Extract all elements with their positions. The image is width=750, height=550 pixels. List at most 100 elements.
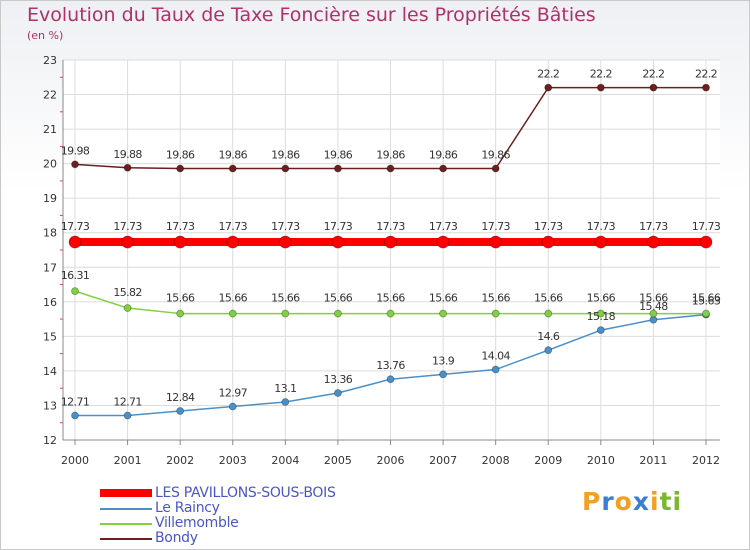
data-point-le-raincy bbox=[281, 398, 290, 406]
x-tick-label: 2011 bbox=[639, 454, 667, 467]
data-label-les-pavillons-sous-bois: 17.73 bbox=[639, 220, 668, 233]
data-label-les-pavillons-sous-bois: 17.73 bbox=[534, 220, 563, 233]
data-point-villemomble bbox=[702, 309, 710, 318]
data-point-les-pavillons-sous-bois bbox=[594, 235, 608, 249]
y-tick-label: 16 bbox=[43, 296, 57, 309]
data-point-villemomble bbox=[228, 309, 237, 318]
data-point-bondy bbox=[71, 160, 79, 169]
data-point-villemomble bbox=[439, 309, 447, 318]
x-tick-label: 2001 bbox=[114, 454, 142, 467]
data-point-les-pavillons-sous-bois bbox=[436, 235, 450, 249]
data-label-villemomble: 15.66 bbox=[692, 292, 721, 305]
plot-area bbox=[63, 60, 720, 440]
y-tick-label: 23 bbox=[43, 54, 57, 67]
data-label-le-raincy: 12.84 bbox=[166, 391, 195, 404]
data-point-villemomble bbox=[176, 309, 185, 318]
logo-letter: P bbox=[582, 487, 602, 516]
data-point-bondy bbox=[281, 164, 290, 173]
data-point-villemomble bbox=[544, 309, 553, 318]
data-label-le-raincy: 14.04 bbox=[481, 350, 510, 363]
data-point-les-pavillons-sous-bois bbox=[278, 235, 292, 249]
data-point-villemomble bbox=[491, 309, 500, 318]
data-point-les-pavillons-sous-bois bbox=[331, 235, 345, 249]
data-label-villemomble: 15.66 bbox=[271, 292, 300, 305]
data-point-villemomble bbox=[281, 309, 290, 318]
data-label-bondy: 19.88 bbox=[113, 148, 142, 161]
data-point-bondy bbox=[176, 164, 185, 173]
data-label-le-raincy: 14.6 bbox=[537, 330, 560, 343]
y-tick-label: 20 bbox=[43, 158, 57, 171]
data-point-bondy bbox=[649, 83, 658, 92]
legend-label: Le Raincy bbox=[155, 500, 220, 516]
data-label-les-pavillons-sous-bois: 17.73 bbox=[429, 220, 458, 233]
chart-title: Evolution du Taux de Taxe Foncière sur l… bbox=[27, 4, 596, 26]
data-point-bondy bbox=[123, 163, 132, 172]
data-point-bondy bbox=[228, 164, 237, 173]
data-label-bondy: 19.86 bbox=[166, 148, 195, 161]
data-label-villemomble: 16.31 bbox=[61, 269, 90, 282]
data-label-les-pavillons-sous-bois: 17.73 bbox=[271, 220, 300, 233]
data-label-villemomble: 15.66 bbox=[166, 292, 195, 305]
logo-letter: o bbox=[614, 487, 633, 516]
data-point-bondy bbox=[702, 83, 710, 92]
data-label-bondy: 19.86 bbox=[271, 148, 300, 161]
y-tick-label: 21 bbox=[43, 123, 57, 136]
x-tick-label: 2006 bbox=[377, 454, 405, 467]
x-tick-label: 2002 bbox=[166, 454, 194, 467]
logo-letter: i bbox=[650, 487, 660, 516]
logo-letter: i bbox=[672, 487, 683, 516]
legend-swatch bbox=[100, 489, 152, 497]
data-point-le-raincy bbox=[228, 402, 237, 411]
data-label-bondy: 22.2 bbox=[590, 68, 612, 81]
data-point-villemomble bbox=[386, 309, 395, 318]
x-tick-label: 2012 bbox=[692, 454, 720, 467]
data-point-villemomble bbox=[334, 309, 342, 318]
x-tick-label: 2004 bbox=[271, 454, 299, 467]
data-label-le-raincy: 15.48 bbox=[639, 300, 668, 313]
data-point-villemomble bbox=[123, 304, 132, 312]
x-tick-label: 2000 bbox=[61, 454, 89, 467]
x-tick-label: 2003 bbox=[219, 454, 247, 467]
legend-label: LES PAVILLONS-SOUS-BOIS bbox=[155, 485, 336, 501]
data-point-villemomble bbox=[649, 309, 658, 318]
y-tick-label: 19 bbox=[43, 192, 57, 205]
data-label-bondy: 22.2 bbox=[695, 68, 717, 81]
y-tick-label: 15 bbox=[43, 330, 57, 343]
x-tick-label: 2007 bbox=[429, 454, 457, 467]
legend-swatch bbox=[100, 523, 152, 525]
data-label-les-pavillons-sous-bois: 17.73 bbox=[587, 220, 616, 233]
data-label-villemomble: 15.82 bbox=[113, 286, 142, 299]
data-label-bondy: 19.86 bbox=[324, 148, 353, 161]
data-label-les-pavillons-sous-bois: 17.73 bbox=[61, 220, 90, 233]
data-point-le-raincy bbox=[334, 389, 342, 397]
y-tick-label: 17 bbox=[43, 261, 57, 274]
data-label-le-raincy: 13.9 bbox=[432, 354, 455, 367]
data-label-bondy: 19.86 bbox=[481, 148, 510, 161]
data-point-bondy bbox=[544, 83, 553, 92]
y-tick-label: 18 bbox=[43, 227, 57, 240]
y-tick-label: 14 bbox=[43, 365, 57, 378]
chart-unit-label: (en %) bbox=[27, 29, 64, 42]
data-point-le-raincy bbox=[123, 411, 132, 420]
x-tick-label: 2009 bbox=[534, 454, 562, 467]
data-label-bondy: 19.86 bbox=[429, 148, 458, 161]
data-label-le-raincy: 15.63 bbox=[692, 295, 721, 308]
data-point-les-pavillons-sous-bois bbox=[226, 235, 240, 249]
data-label-le-raincy: 15.18 bbox=[587, 310, 616, 323]
data-point-les-pavillons-sous-bois bbox=[647, 235, 660, 249]
legend-label: Villemomble bbox=[155, 515, 239, 531]
data-label-villemomble: 15.66 bbox=[639, 292, 668, 305]
data-point-bondy bbox=[596, 83, 605, 92]
y-tick-label: 12 bbox=[43, 434, 57, 447]
data-point-bondy bbox=[386, 164, 395, 173]
data-label-bondy: 22.2 bbox=[537, 68, 559, 81]
logo-letter: r bbox=[601, 487, 615, 516]
data-point-les-pavillons-sous-bois bbox=[541, 235, 555, 249]
data-point-villemomble bbox=[596, 309, 605, 318]
legend-label: Bondy bbox=[155, 530, 198, 546]
data-label-le-raincy: 12.97 bbox=[219, 386, 248, 399]
data-point-le-raincy bbox=[386, 375, 395, 384]
data-point-les-pavillons-sous-bois bbox=[699, 235, 713, 249]
data-point-le-raincy bbox=[439, 370, 447, 379]
data-label-les-pavillons-sous-bois: 17.73 bbox=[113, 220, 142, 233]
